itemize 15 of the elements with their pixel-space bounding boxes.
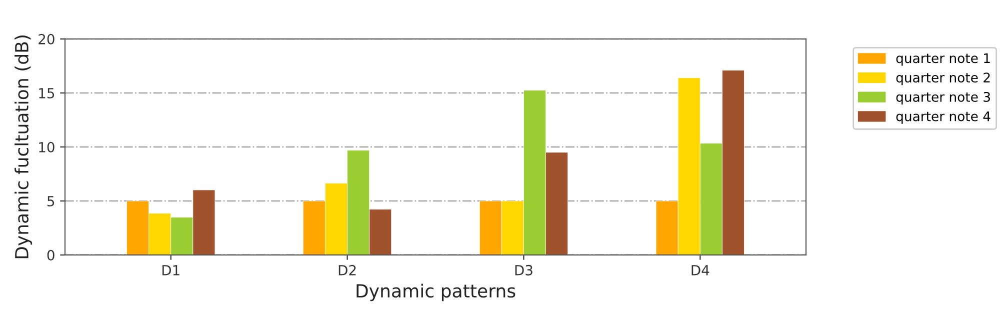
- y-tick-label: 20: [38, 34, 54, 44]
- legend-label: quarter note 3: [896, 92, 990, 104]
- y-tick-label: 0: [47, 250, 54, 260]
- y-axis-title: Dynamic fucltuation (dB): [14, 36, 32, 258]
- y-tick-label: 5: [48, 196, 54, 206]
- y-tick-label: 15: [39, 88, 54, 98]
- x-tick-label: D1: [162, 265, 180, 276]
- y-tick-label: 10: [39, 142, 54, 152]
- x-tick-label: D4: [692, 265, 710, 276]
- x-tick-label: D2: [338, 264, 356, 276]
- legend-label: quarter note 1: [896, 53, 990, 66]
- legend-label: quarter note 4: [896, 111, 990, 124]
- x-tick-label: D3: [515, 264, 532, 276]
- legend-label: quarter note 2: [896, 72, 990, 86]
- x-axis-title: Dynamic patterns: [356, 284, 516, 302]
